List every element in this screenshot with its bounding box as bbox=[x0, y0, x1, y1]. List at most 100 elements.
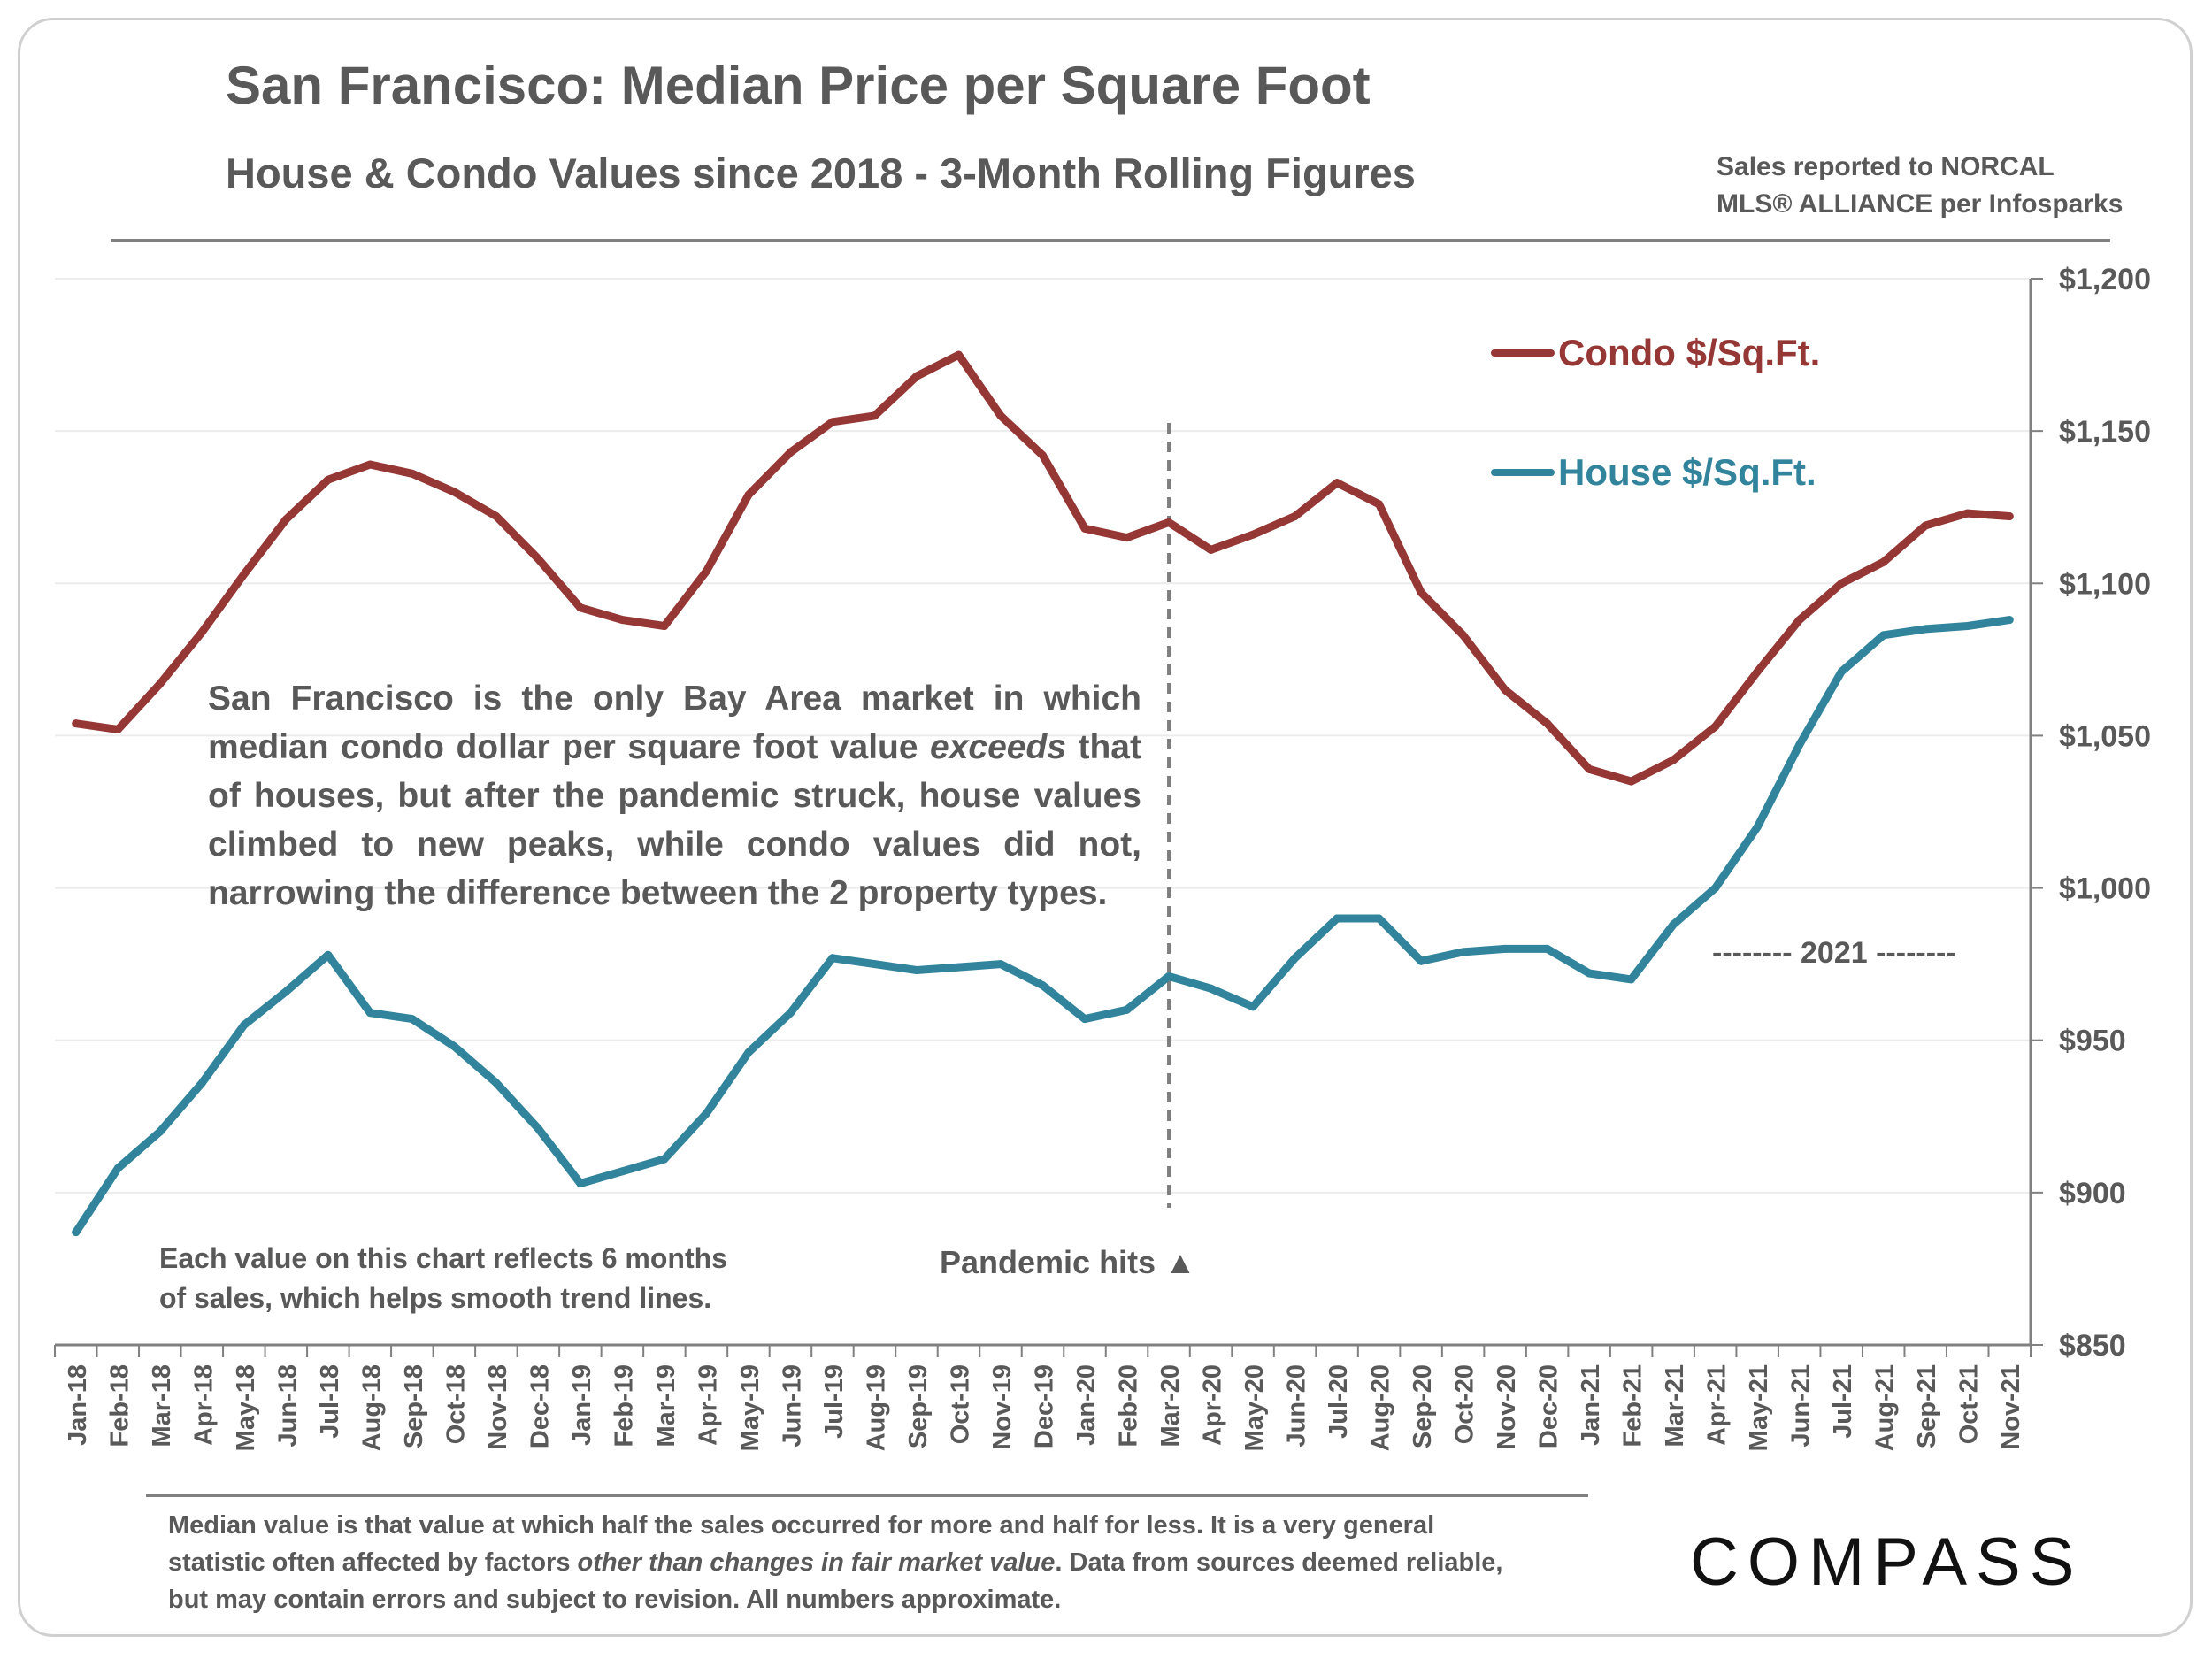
legend-house-label: House $/Sq.Ft. bbox=[1558, 451, 1816, 493]
condo-point-oct-18 bbox=[449, 488, 458, 496]
house-point-feb-19 bbox=[618, 1167, 626, 1176]
house-point-jun-21 bbox=[1795, 741, 1804, 749]
house-point-jun-20 bbox=[1291, 954, 1300, 963]
house-point-nov-21 bbox=[2005, 616, 2014, 625]
y-tick-label-900: $900 bbox=[2059, 1177, 2126, 1210]
house-point-apr-19 bbox=[702, 1109, 710, 1118]
footer-divider bbox=[146, 1494, 1588, 1497]
annotation-text-last: narrowing the difference between the 2 p… bbox=[208, 874, 1108, 912]
legend-condo: Condo $/Sq.Ft. bbox=[1491, 332, 1820, 374]
condo-point-mar-21 bbox=[1669, 756, 1678, 764]
condo-point-mar-20 bbox=[1164, 518, 1173, 526]
x-tick-label-sep-21: Sep-21 bbox=[1913, 1364, 1941, 1448]
condo-point-sep-19 bbox=[912, 372, 921, 380]
condo-point-jul-21 bbox=[1837, 579, 1846, 588]
house-point-jun-19 bbox=[786, 1009, 795, 1018]
x-tick-label-oct-19: Oct-19 bbox=[946, 1364, 974, 1444]
x-tick-label-jan-20: Jan-20 bbox=[1072, 1364, 1101, 1446]
house-point-jul-20 bbox=[1333, 914, 1341, 923]
house-point-sep-19 bbox=[912, 966, 921, 975]
condo-point-mar-19 bbox=[660, 621, 669, 630]
condo-point-may-19 bbox=[744, 490, 753, 499]
house-point-aug-19 bbox=[870, 960, 879, 969]
legend-house-swatch bbox=[1491, 469, 1555, 476]
house-point-dec-19 bbox=[1039, 981, 1047, 990]
x-tick-label-feb-21: Feb-21 bbox=[1619, 1364, 1647, 1447]
condo-point-feb-19 bbox=[618, 616, 626, 625]
condo-point-oct-21 bbox=[1963, 509, 1972, 518]
house-point-apr-20 bbox=[1207, 984, 1216, 993]
condo-point-jun-19 bbox=[786, 448, 795, 457]
house-point-jun-18 bbox=[281, 987, 290, 996]
condo-point-feb-20 bbox=[1123, 534, 1132, 542]
chart-title: San Francisco: Median Price per Square F… bbox=[226, 56, 1371, 115]
condo-point-jul-18 bbox=[324, 475, 333, 484]
condo-point-apr-20 bbox=[1207, 545, 1216, 554]
y-tick-label-1200: $1,200 bbox=[2059, 263, 2151, 296]
condo-point-dec-19 bbox=[1039, 451, 1047, 460]
house-point-jul-19 bbox=[828, 954, 837, 963]
house-point-sep-18 bbox=[408, 1015, 417, 1024]
house-point-may-20 bbox=[1248, 1002, 1257, 1011]
house-point-jan-21 bbox=[1585, 969, 1594, 978]
x-tick-label-jun-21: Jun-21 bbox=[1787, 1364, 1816, 1447]
x-tick-label-feb-18: Feb-18 bbox=[105, 1364, 134, 1447]
chart-frame bbox=[18, 18, 2193, 1637]
condo-point-nov-21 bbox=[2005, 512, 2014, 521]
annotation-text-1: San Francisco is the only Bay Area marke… bbox=[208, 680, 1141, 766]
house-point-may-18 bbox=[240, 1021, 249, 1029]
house-point-nov-18 bbox=[492, 1079, 501, 1087]
condo-point-oct-19 bbox=[954, 350, 963, 359]
smoothing-note-line-1: Each value on this chart reflects 6 mont… bbox=[159, 1242, 727, 1274]
footer-emphasis: other than changes in fair market value bbox=[577, 1548, 1056, 1577]
condo-point-nov-19 bbox=[996, 411, 1005, 420]
house-point-nov-19 bbox=[996, 960, 1005, 969]
x-tick-label-oct-21: Oct-21 bbox=[1955, 1364, 1984, 1444]
x-tick-label-nov-20: Nov-20 bbox=[1493, 1364, 1521, 1450]
x-tick-label-nov-18: Nov-18 bbox=[484, 1364, 512, 1450]
y-tick-label-1050: $1,050 bbox=[2059, 719, 2151, 753]
condo-point-aug-20 bbox=[1375, 500, 1384, 509]
x-tick-label-jul-18: Jul-18 bbox=[316, 1364, 344, 1439]
x-tick-label-aug-21: Aug-21 bbox=[1871, 1364, 1900, 1451]
house-point-apr-18 bbox=[197, 1079, 206, 1087]
x-tick-label-jun-19: Jun-19 bbox=[778, 1364, 806, 1447]
x-tick-label-aug-18: Aug-18 bbox=[357, 1364, 386, 1451]
y-tick-label-850: $850 bbox=[2059, 1329, 2126, 1363]
legend-condo-label: Condo $/Sq.Ft. bbox=[1558, 332, 1821, 373]
x-tick-label-apr-21: Apr-21 bbox=[1703, 1364, 1732, 1446]
condo-point-apr-19 bbox=[702, 567, 710, 576]
condo-point-sep-21 bbox=[1921, 521, 1930, 530]
y-tick-label-950: $950 bbox=[2059, 1025, 2126, 1058]
condo-point-may-20 bbox=[1248, 530, 1257, 539]
condo-point-nov-18 bbox=[492, 512, 501, 521]
x-tick-label-sep-18: Sep-18 bbox=[400, 1364, 428, 1448]
condo-point-jun-21 bbox=[1795, 616, 1804, 625]
house-point-dec-20 bbox=[1543, 944, 1552, 953]
house-point-feb-18 bbox=[113, 1164, 122, 1172]
condo-point-jun-18 bbox=[281, 515, 290, 524]
house-point-nov-20 bbox=[1501, 944, 1509, 953]
house-point-jul-18 bbox=[324, 950, 333, 959]
condo-point-dec-20 bbox=[1543, 719, 1552, 728]
x-tick-label-jul-21: Jul-21 bbox=[1829, 1364, 1857, 1439]
condo-point-nov-20 bbox=[1501, 686, 1509, 695]
house-point-jan-19 bbox=[576, 1179, 585, 1188]
house-point-sep-21 bbox=[1921, 625, 1930, 634]
condo-point-jan-19 bbox=[576, 603, 585, 612]
footer-text-2: . Data from sources deemed reliable, but… bbox=[168, 1548, 1503, 1614]
condo-point-jan-21 bbox=[1585, 764, 1594, 773]
x-tick-label-jun-20: Jun-20 bbox=[1283, 1364, 1311, 1447]
x-tick-label-feb-19: Feb-19 bbox=[610, 1364, 638, 1447]
x-tick-label-mar-18: Mar-18 bbox=[148, 1364, 176, 1448]
condo-point-may-18 bbox=[240, 570, 249, 579]
house-point-mar-21 bbox=[1669, 920, 1678, 929]
condo-point-aug-18 bbox=[365, 460, 374, 469]
condo-point-jul-19 bbox=[828, 418, 837, 426]
condo-point-dec-18 bbox=[534, 555, 542, 564]
x-tick-label-nov-19: Nov-19 bbox=[988, 1364, 1017, 1450]
house-point-aug-18 bbox=[365, 1009, 374, 1018]
house-point-mar-20 bbox=[1164, 972, 1173, 980]
x-tick-label-jul-20: Jul-20 bbox=[1325, 1364, 1353, 1439]
